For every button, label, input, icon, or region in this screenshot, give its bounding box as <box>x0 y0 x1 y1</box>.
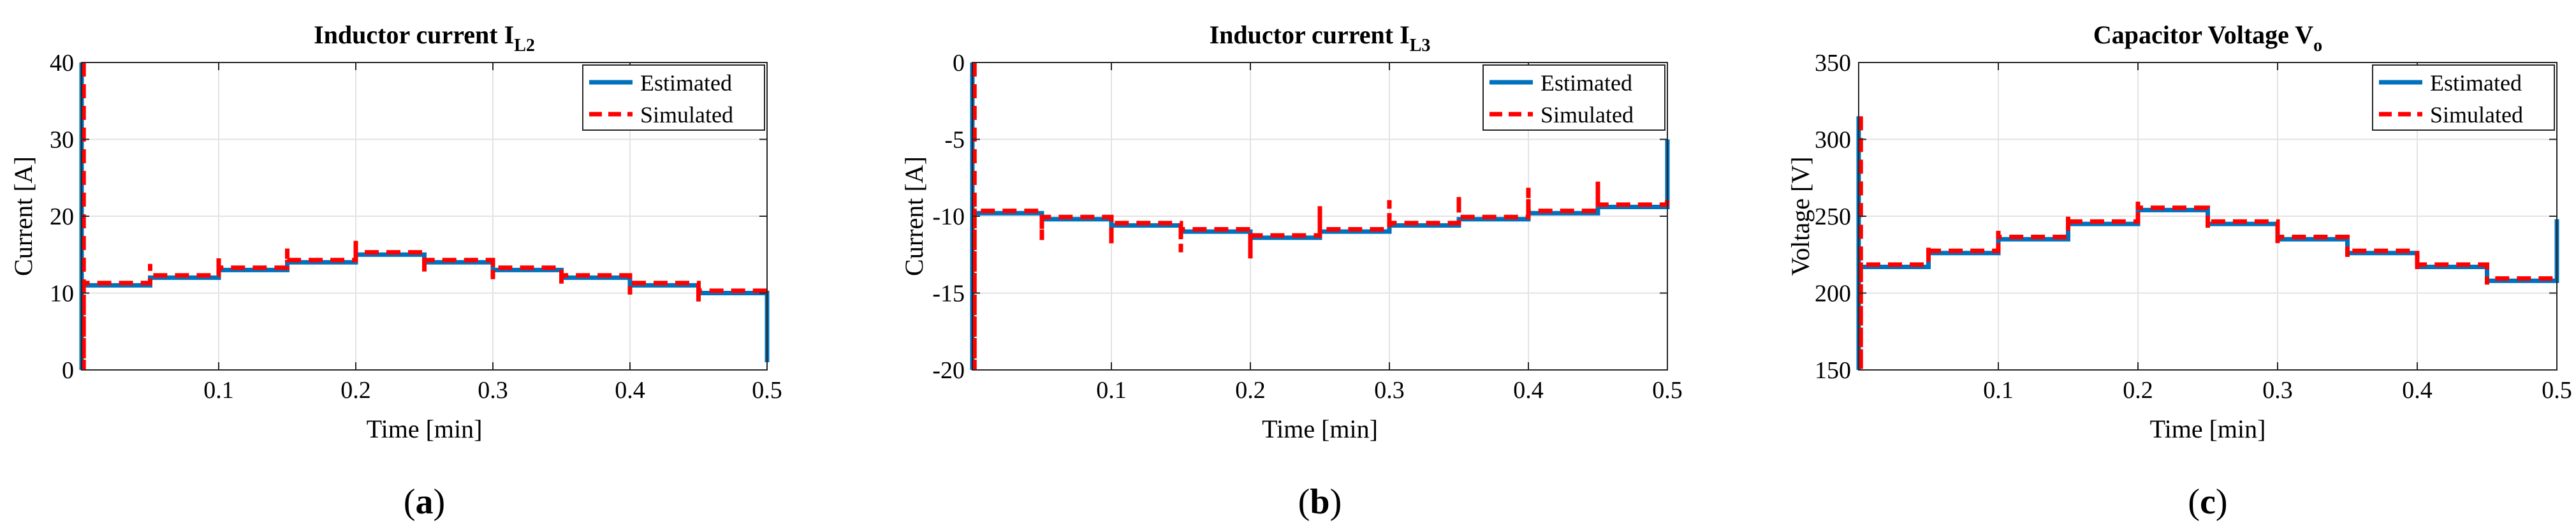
x-axis-label: Time [min] <box>367 415 483 443</box>
x-axis-label: Time [min] <box>2150 415 2266 443</box>
x-tick-label: 0.1 <box>203 377 234 404</box>
x-tick-label: 0.5 <box>2542 377 2572 404</box>
x-tick-label: 0.3 <box>2262 377 2293 404</box>
legend-box <box>1482 64 1665 131</box>
panel-caption: (a) <box>404 482 445 522</box>
legend-simulated-label: Simulated <box>640 102 733 128</box>
legend-box <box>2372 64 2555 131</box>
y-tick-label: 150 <box>1815 357 1851 384</box>
chart-panel-b: 0.1 0.2 0.3 0.4 0.5 -20 -15 -10 -5 0 Inductor curr… <box>900 20 1683 522</box>
legend-estimated-label: Estimated <box>2430 70 2522 96</box>
caption-close-paren: ) <box>1330 482 1342 522</box>
y-tick-label: 250 <box>1815 203 1851 230</box>
legend-estimated-label: Estimated <box>1540 70 1632 96</box>
x-tick-label: 0.4 <box>615 377 645 404</box>
x-tick-label: 0.3 <box>1374 377 1405 404</box>
legend: Estimated Simulated <box>1482 64 1665 131</box>
y-tick-label: 350 <box>1815 50 1851 77</box>
legend-simulated-label: Simulated <box>2430 102 2523 128</box>
caption-letter: b <box>1310 482 1329 522</box>
legend-estimated-label: Estimated <box>640 70 732 96</box>
chart-title: Inductor current IL3 <box>1210 20 1431 55</box>
y-tick-label: 0 <box>62 357 74 384</box>
x-tick-label: 0.5 <box>1652 377 1683 404</box>
legend: Estimated Simulated <box>2372 64 2555 131</box>
x-axis-label: Time [min] <box>1262 415 1378 443</box>
chart-panel-a: 0.1 0.2 0.3 0.4 0.5 0 10 20 30 40 Inductor current… <box>9 20 782 522</box>
series-simulated-line <box>972 63 1670 370</box>
x-tick-label: 0.1 <box>1096 377 1127 404</box>
series-simulated-line <box>81 63 770 370</box>
y-tick-label: 30 <box>50 127 74 154</box>
x-tick-label: 0.2 <box>340 377 371 404</box>
y-tick-label: -10 <box>932 203 965 230</box>
caption-letter: a <box>416 482 434 522</box>
caption-close-paren: ) <box>434 482 446 522</box>
caption-open-paren: ( <box>404 482 416 522</box>
x-tick-label: 0.1 <box>1983 377 2014 404</box>
x-tick-label: 0.5 <box>752 377 782 404</box>
chart-title-subscript: o <box>2313 36 2322 55</box>
legend: Estimated Simulated <box>582 64 765 131</box>
y-tick-label: 40 <box>50 50 74 77</box>
caption-close-paren: ) <box>2216 482 2228 522</box>
y-tick-label: 20 <box>50 203 74 230</box>
caption-open-paren: ( <box>1298 482 1310 522</box>
y-tick-label: 0 <box>953 50 965 77</box>
series-simulated-line <box>1858 116 2557 370</box>
panel-caption: (b) <box>1298 482 1342 522</box>
x-tick-label: 0.4 <box>1513 377 1544 404</box>
y-tick-label: 300 <box>1815 127 1851 154</box>
x-tick-label: 0.3 <box>478 377 508 404</box>
y-axis-label: Voltage [V] <box>1786 157 1815 276</box>
y-axis-label: Current [A] <box>900 156 928 276</box>
y-tick-label: -15 <box>932 281 965 307</box>
y-tick-label: -5 <box>944 127 965 154</box>
caption-letter: c <box>2200 482 2216 522</box>
y-axis-label: Current [A] <box>9 156 38 276</box>
panel-caption: (c) <box>2188 482 2227 522</box>
x-tick-label: 0.4 <box>2402 377 2433 404</box>
legend-box <box>582 64 765 131</box>
y-tick-label: 200 <box>1815 281 1851 307</box>
chart-title: Capacitor Voltage Vo <box>2093 20 2322 55</box>
y-tick-label: -20 <box>932 357 965 384</box>
x-tick-label: 0.2 <box>1235 377 1266 404</box>
chart-title-subscript: L3 <box>1410 36 1431 55</box>
chart-title: Inductor current IL2 <box>314 20 535 55</box>
chart-title-main: Inductor current I <box>1210 20 1410 49</box>
caption-open-paren: ( <box>2188 482 2200 522</box>
chart-title-main: Inductor current I <box>314 20 514 49</box>
legend-simulated-label: Simulated <box>1540 102 1634 128</box>
chart-panel-c: 0.1 0.2 0.3 0.4 0.5 150 200 250 300 350 Capacitor … <box>1786 20 2572 522</box>
chart-title-main: Capacitor Voltage V <box>2093 20 2313 49</box>
chart-title-subscript: L2 <box>514 36 535 55</box>
y-tick-label: 10 <box>50 281 74 307</box>
x-tick-label: 0.2 <box>2123 377 2153 404</box>
